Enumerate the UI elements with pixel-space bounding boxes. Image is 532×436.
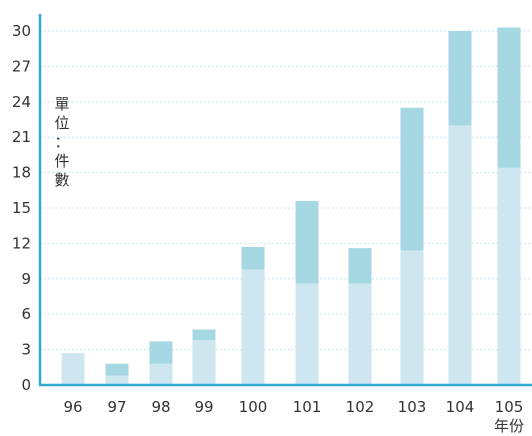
x-tick-label: 103: [398, 398, 427, 416]
y-tick-label: 30: [12, 22, 31, 40]
bar-segment-105-s1: [497, 167, 521, 385]
bar-segment-97-s1: [105, 375, 129, 385]
bar-segment-100-s1: [241, 269, 265, 385]
bar-segment-98-s2: [149, 341, 173, 364]
x-tick-labels: 96 97 98 99 100 101 102 103 104 105: [63, 398, 523, 416]
bar-segment-104-s2: [448, 31, 472, 126]
bar-segment-102-s1: [348, 283, 372, 385]
bar-segment-104-s1: [448, 125, 472, 386]
bar-segment-96-s1: [61, 353, 85, 385]
x-tick-label: 98: [151, 398, 170, 416]
bar-segment-100-s2: [241, 246, 265, 270]
x-tick-label: 99: [194, 398, 213, 416]
x-tick-label: 105: [495, 398, 524, 416]
y-tick-label: 21: [12, 128, 31, 146]
x-tick-label: 100: [239, 398, 268, 416]
y-axis-label-char: ：: [54, 133, 69, 151]
bar-segment-99-s1: [192, 340, 216, 385]
y-tick-label: 6: [21, 305, 31, 323]
y-axis-label-char: 件: [54, 152, 69, 170]
y-tick-labels: 0 3 6 9 12 15 18 21 24 27 30: [12, 22, 31, 394]
bars: [61, 27, 521, 386]
x-tick-label: 104: [446, 398, 475, 416]
y-axis-label-char: 單: [54, 95, 69, 113]
y-tick-label: 27: [12, 57, 31, 75]
bar-segment-97-s2: [105, 363, 129, 376]
axes: [38, 14, 532, 387]
bar-segment-103-s1: [400, 250, 424, 385]
y-tick-label: 18: [12, 164, 31, 182]
y-axis-label-char: 位: [54, 114, 69, 132]
bar-segment-105-s2: [497, 27, 521, 168]
y-axis-label-char: 數: [54, 171, 69, 189]
bar-segment-99-s2: [192, 329, 216, 341]
y-axis-label: 單位：件數: [54, 95, 69, 189]
bar-segment-101-s1: [295, 283, 319, 385]
bar-segment-103-s2: [400, 107, 424, 251]
y-tick-label: 3: [21, 341, 31, 359]
x-tick-label: 97: [107, 398, 126, 416]
y-tick-label: 15: [12, 199, 31, 217]
x-axis-label: 年份: [494, 417, 524, 435]
y-tick-label: 12: [12, 234, 31, 252]
y-tick-label: 24: [12, 93, 31, 111]
bar-segment-98-s1: [149, 363, 173, 385]
bar-segment-101-s2: [295, 200, 319, 284]
x-tick-label: 102: [346, 398, 375, 416]
bar-segment-102-s2: [348, 248, 372, 284]
x-tick-label: 101: [293, 398, 322, 416]
grid-lines: [40, 30, 532, 351]
y-tick-label: 0: [21, 376, 31, 394]
x-tick-label: 96: [63, 398, 82, 416]
y-tick-label: 9: [21, 270, 31, 288]
